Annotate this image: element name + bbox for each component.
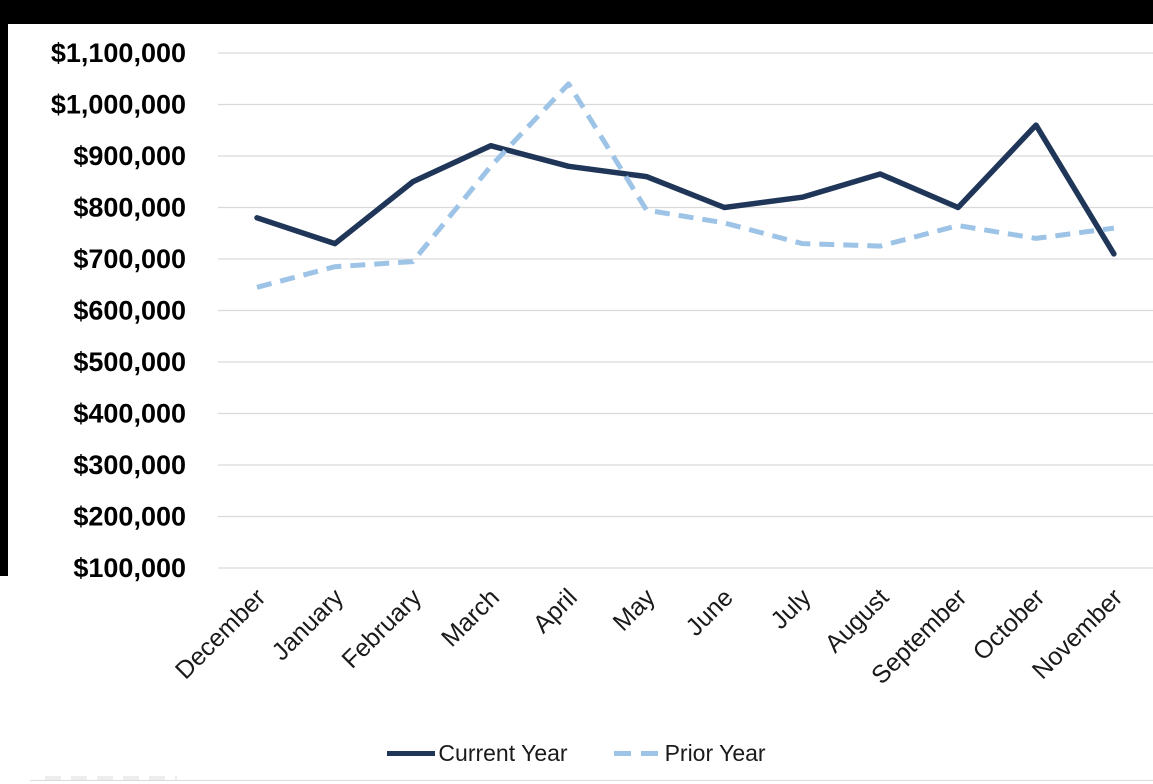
prior-year-line-swatch bbox=[613, 750, 662, 756]
x-axis-tick-label: May bbox=[608, 583, 662, 637]
series-line-prior-year bbox=[256, 81, 1115, 290]
legend-label-current-year: Current Year bbox=[438, 740, 568, 766]
x-axis-tick-label: June bbox=[681, 583, 739, 641]
x-axis-tick-label: March bbox=[436, 583, 505, 652]
y-axis-tick-label: $500,000 bbox=[73, 347, 186, 377]
bottom-faint-rule bbox=[30, 780, 1153, 781]
x-axis-tick-label: April bbox=[528, 583, 583, 638]
y-axis-tick-label: $700,000 bbox=[73, 244, 186, 274]
bottom-faint-dashes bbox=[45, 776, 177, 780]
y-axis-tick-label: $800,000 bbox=[73, 193, 186, 223]
y-axis-tick-label: $400,000 bbox=[73, 399, 186, 429]
y-axis-tick-label: $1,000,000 bbox=[51, 90, 186, 120]
y-axis-tick-label: $1,100,000 bbox=[51, 38, 186, 68]
y-axis-tick-label: $200,000 bbox=[73, 502, 186, 532]
chart-legend: Current Year Prior Year bbox=[0, 736, 1153, 770]
x-axis-tick-label: December bbox=[170, 583, 271, 684]
y-axis-tick-label: $100,000 bbox=[73, 553, 186, 583]
current-year-line-swatch bbox=[387, 750, 436, 756]
y-axis-tick-label: $900,000 bbox=[73, 141, 186, 171]
y-axis-tick-label: $600,000 bbox=[73, 296, 186, 326]
x-axis-tick-label: February bbox=[336, 583, 427, 674]
top-black-bar bbox=[0, 0, 1153, 24]
x-axis-tick-label: July bbox=[765, 583, 817, 635]
y-axis-tick-label: $300,000 bbox=[73, 450, 186, 480]
left-black-strip bbox=[0, 0, 8, 576]
x-axis-tick-label: August bbox=[820, 583, 895, 658]
series-line-current-year bbox=[254, 122, 1117, 257]
legend-label-prior-year: Prior Year bbox=[664, 740, 766, 766]
